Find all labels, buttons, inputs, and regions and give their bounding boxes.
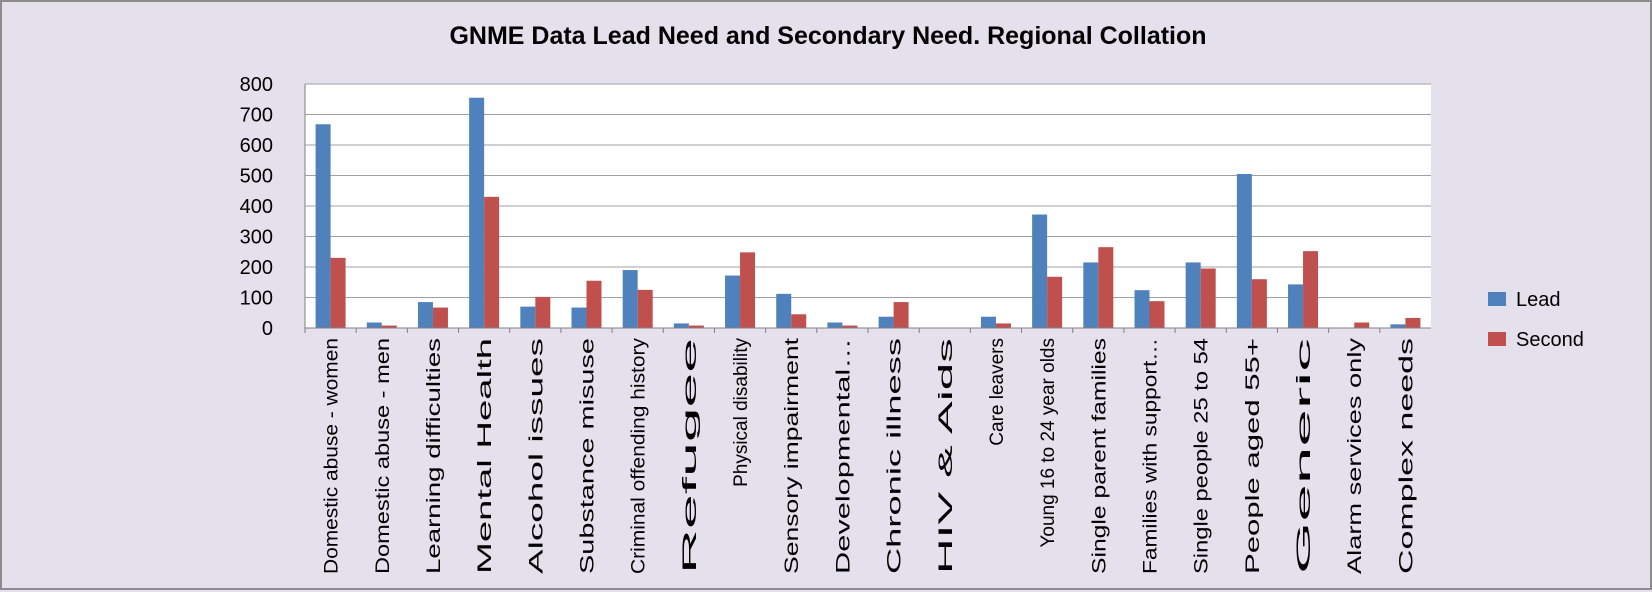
x-category-label: Single people 25 to 54 (1192, 337, 1213, 574)
y-tick-label: 0 (262, 318, 273, 340)
bar-second-18 (1251, 279, 1267, 328)
legend-swatch-second (1488, 332, 1506, 346)
bar-second-3 (484, 196, 500, 328)
legend: Lead Second (1488, 289, 1584, 351)
x-category-label: Substance misuse (578, 338, 599, 574)
x-category-label: Alarm services only (1345, 337, 1366, 574)
x-category-label: Developmental… (833, 338, 854, 574)
x-axis: Domestic abuse - women Domestic abuse - m… (304, 327, 1431, 574)
bar-lead-1 (366, 322, 382, 328)
y-axis: 0 100 200 300 400 500 600 700 800 (240, 74, 306, 340)
bar-second-19 (1303, 251, 1319, 328)
x-category-label: HIV & Aids (936, 338, 957, 574)
x-category-label: Criminal offending history (629, 337, 650, 574)
legend-label-second: Second (1516, 329, 1584, 351)
x-category-label: Generic (1294, 338, 1315, 574)
x-category-label: Care leavers (987, 338, 1008, 446)
bar-lead-0 (315, 124, 331, 328)
bar-second-13 (995, 323, 1011, 328)
x-category-label: Mental Health (475, 338, 496, 574)
bar-lead-9 (776, 293, 792, 328)
bar-second-2 (432, 307, 448, 328)
x-category-label: Alcohol issues (526, 338, 547, 574)
y-tick-label: 100 (240, 288, 273, 310)
bar-second-9 (791, 314, 807, 328)
bar-second-14 (1047, 276, 1063, 328)
bar-second-6 (637, 289, 653, 328)
bar-second-4 (535, 296, 551, 328)
x-category-label: Families with support… (1141, 338, 1162, 574)
bar-lead-8 (725, 275, 741, 328)
x-category-label: Domestic abuse - men (373, 338, 394, 574)
x-category-label: Sensory impairment (782, 337, 803, 574)
y-tick-label: 500 (240, 166, 273, 188)
bar-lead-18 (1236, 173, 1252, 328)
bar-second-15 (1098, 247, 1114, 328)
x-category-label: Complex needs (1396, 338, 1417, 574)
y-tick-label: 300 (240, 227, 273, 249)
bar-lead-16 (1134, 290, 1150, 328)
y-tick-label: 200 (240, 257, 273, 279)
bar-lead-21 (1390, 324, 1406, 328)
y-tick-label: 700 (240, 105, 273, 127)
x-category-label: Learning difficulties (424, 338, 445, 574)
y-tick-label: 800 (240, 74, 273, 96)
legend-swatch-lead (1488, 292, 1506, 306)
bar-second-16 (1149, 301, 1165, 328)
x-category-label: Domestic abuse - women (322, 338, 343, 574)
bar-second-1 (381, 325, 397, 328)
x-category-label: Physical disability (731, 338, 752, 487)
bar-second-17 (1200, 268, 1216, 328)
bar-lead-7 (673, 323, 689, 328)
bar-second-11 (893, 302, 909, 328)
x-category-label: Chronic illness (885, 338, 906, 574)
bar-lead-11 (878, 316, 894, 328)
x-category-label: People aged 55+ (1243, 338, 1264, 574)
bar-second-7 (688, 325, 704, 328)
y-tick-label: 400 (240, 196, 273, 218)
x-category-label: Single parent families (1089, 338, 1110, 574)
bar-second-0 (330, 257, 346, 328)
x-category-label: Young 16 to 24 year olds (1038, 338, 1059, 548)
bar-lead-19 (1288, 284, 1304, 328)
bar-lead-2 (417, 302, 433, 328)
legend-label-lead: Lead (1516, 289, 1561, 311)
bar-second-21 (1405, 317, 1421, 328)
bar-lead-3 (469, 97, 485, 328)
bar-lead-10 (827, 322, 843, 328)
bars (315, 97, 1421, 328)
bar-lead-13 (980, 316, 996, 328)
bar-lead-15 (1083, 262, 1099, 328)
bar-second-8 (740, 252, 756, 328)
bar-lead-4 (520, 306, 536, 328)
bar-lead-17 (1185, 262, 1201, 328)
bar-lead-6 (622, 270, 638, 328)
bar-lead-5 (571, 307, 587, 328)
y-tick-label: 600 (240, 135, 273, 157)
bar-second-10 (842, 325, 858, 328)
bar-lead-14 (1032, 214, 1048, 328)
x-category-label: Refugee (680, 338, 701, 574)
chart-title: GNME Data Lead Need and Secondary Need. … (449, 22, 1206, 50)
bar-second-5 (586, 280, 602, 328)
bar-second-20 (1354, 322, 1370, 328)
